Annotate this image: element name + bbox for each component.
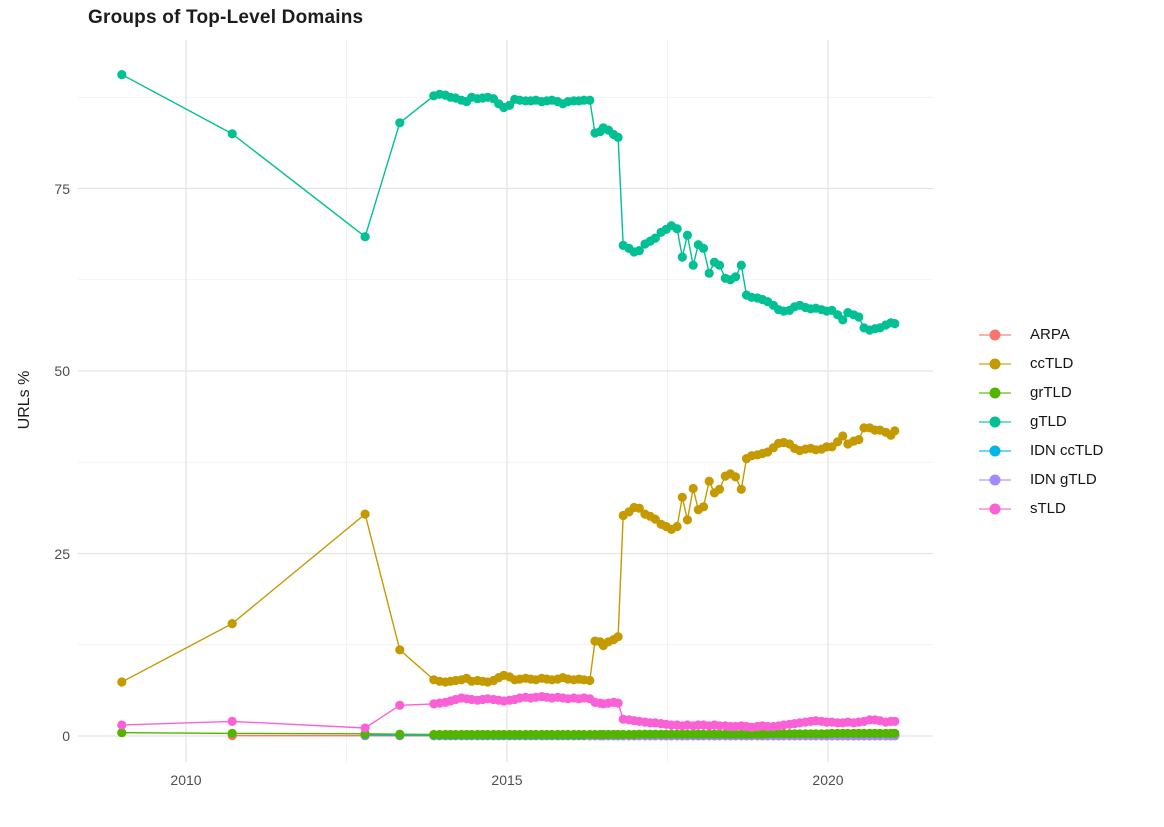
legend-label: ccTLD [1030, 355, 1074, 372]
legend-item-ARPA: ARPA [978, 320, 1103, 349]
legend-label: sTLD [1030, 500, 1066, 517]
data-point [731, 472, 741, 482]
x-tick-label-2020: 2020 [812, 772, 844, 788]
x-tick-label-2015: 2015 [491, 772, 523, 788]
legend-item-gTLD: gTLD [978, 407, 1103, 436]
data-point [838, 431, 848, 441]
data-point [227, 129, 237, 139]
data-point [613, 632, 623, 642]
data-point [838, 315, 848, 325]
legend: ARPA ccTLD grTLD gTLD IDN ccTLD IDN gTLD sTLD [978, 320, 1103, 523]
data-point [677, 252, 687, 262]
legend-item-ccTLD: ccTLD [978, 349, 1103, 378]
data-point [613, 698, 623, 708]
data-point [585, 95, 595, 105]
data-point [117, 728, 127, 738]
legend-label: IDN ccTLD [1030, 442, 1104, 459]
legend-label: ARPA [1030, 326, 1070, 343]
series-sTLD [117, 692, 900, 733]
y-tick-label-75: 75 [54, 180, 70, 197]
data-point [227, 728, 237, 739]
series-grTLD [117, 728, 900, 740]
legend-key-icon [979, 416, 1011, 427]
data-point [736, 260, 746, 270]
x-tick-label-2010: 2010 [170, 772, 202, 788]
legend-key-icon [979, 329, 1011, 340]
data-point [890, 728, 900, 739]
data-point [682, 515, 693, 525]
legend-item-sTLD: sTLD [978, 494, 1103, 523]
series-gTLD [117, 70, 900, 335]
data-point [890, 319, 900, 329]
data-point [704, 268, 714, 278]
gridlines-minor [78, 40, 933, 762]
data-point [698, 243, 709, 253]
data-point [117, 677, 127, 687]
y-axis-title: URLs % [16, 370, 33, 430]
legend-item-IDN-ccTLD: IDN ccTLD [978, 436, 1103, 465]
legend-key-icon [979, 503, 1011, 514]
data-point [672, 521, 682, 532]
series-ccTLD [117, 423, 900, 687]
data-point [650, 233, 660, 243]
data-point [736, 484, 746, 494]
legend-label: gTLD [1030, 413, 1067, 430]
data-point [688, 260, 698, 270]
legend-key-icon [979, 445, 1011, 456]
gridlines-major [78, 40, 933, 762]
data-point [677, 492, 687, 502]
data-point [854, 435, 864, 445]
data-point [117, 720, 127, 730]
data-point [117, 70, 127, 80]
data-point [634, 503, 644, 513]
data-point [395, 729, 405, 739]
y-tick-label-50: 50 [54, 363, 70, 379]
data-point [395, 118, 405, 128]
chart-title: Groups of Top-Level Domains [88, 7, 364, 28]
y-tick-label-0: 0 [62, 728, 70, 744]
data-point [360, 509, 370, 519]
data-point [227, 619, 237, 629]
legend-key-icon [979, 387, 1011, 398]
legend-label: grTLD [1030, 384, 1072, 401]
data-point [227, 716, 237, 727]
data-point [714, 260, 725, 270]
legend-item-grTLD: grTLD [978, 378, 1103, 407]
legend-key-icon [979, 358, 1011, 369]
data-point [688, 483, 698, 494]
data-point [360, 232, 370, 242]
data-point [585, 675, 595, 686]
data-point [634, 246, 644, 256]
data-point [682, 230, 693, 240]
data-point [613, 132, 623, 142]
data-point [704, 476, 714, 486]
data-point [698, 502, 709, 512]
data-point [890, 716, 900, 727]
legend-key-icon [979, 474, 1011, 485]
data-point [714, 484, 725, 494]
data-point [672, 224, 682, 234]
data-point [395, 645, 405, 655]
data-point [731, 272, 741, 282]
y-tick-label-25: 25 [54, 545, 70, 562]
data-point [360, 723, 370, 733]
legend-label: IDN gTLD [1030, 471, 1097, 488]
data-point [395, 700, 405, 710]
legend-item-IDN-gTLD: IDN gTLD [978, 465, 1103, 494]
data-point [890, 426, 900, 436]
data-point [854, 312, 864, 322]
